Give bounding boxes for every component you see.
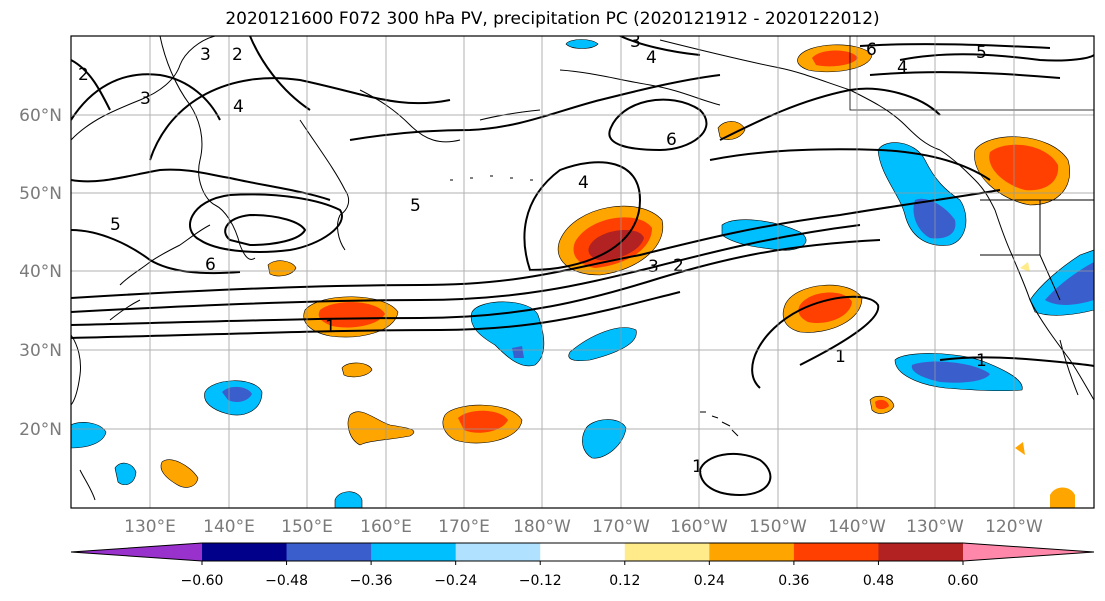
contour-label: 5: [976, 43, 987, 63]
lat-label: 60°N: [19, 106, 62, 126]
contour-labels: 1 1 1 1 2 3 3 4 4 4 4 5 5 5 6 6 6 3 3 2 …: [78, 32, 987, 477]
positive-anomaly: [1020, 262, 1030, 272]
negative-anomaly: [71, 422, 107, 449]
contour-label: 4: [646, 48, 657, 68]
positive-anomaly: [160, 459, 199, 488]
contour-label: 6: [866, 40, 877, 60]
colorbar-labels: −0.60 −0.48 −0.36 −0.24 −0.12 0.12 0.24 0.36 0.4…: [181, 561, 979, 589]
colorbar-tick-label: −0.24: [434, 573, 477, 589]
positive-anomaly: [267, 260, 297, 277]
latitude-labels: 60°N 50°N 40°N 30°N 20°N: [19, 106, 62, 440]
contour-label: 4: [897, 58, 908, 78]
colorbar-segment: [709, 543, 795, 561]
colorbar-segment: [286, 543, 372, 561]
lon-label: 140°E: [203, 517, 255, 537]
contour-label: 2: [673, 256, 684, 276]
coastlines: [71, 36, 1094, 501]
lon-label: 160°E: [360, 517, 412, 537]
positive-anomaly: [318, 302, 385, 328]
colorbar-tick-label: 0.60: [947, 573, 978, 589]
positive-anomaly: [341, 362, 373, 378]
contour-label: 3: [140, 89, 151, 109]
negative-anomaly: [565, 39, 599, 49]
colorbar-segment: [371, 543, 457, 561]
lon-label: 150°E: [281, 517, 333, 537]
contour-label: 3: [200, 45, 211, 65]
lon-label: 170°E: [438, 517, 490, 537]
colorbar-segment: [878, 543, 964, 561]
lon-label: 160°W: [670, 517, 728, 537]
lon-label: 170°W: [592, 517, 650, 537]
lon-label: 150°W: [749, 517, 807, 537]
colorbar-segment: [793, 543, 879, 561]
contour-label: 4: [233, 97, 244, 117]
colorbar-tick-label: 0.24: [694, 573, 725, 589]
negative-anomaly: [913, 198, 956, 239]
negative-anomaly: [911, 361, 990, 383]
colorbar-tick-label: −0.12: [519, 573, 562, 589]
colorbar-segment: [455, 543, 541, 561]
lat-label: 50°N: [19, 184, 62, 204]
positive-anomaly: [798, 292, 852, 324]
colorbar-segment: [540, 543, 626, 561]
colorbar-tick-label: −0.48: [265, 573, 308, 589]
contour-label: 6: [205, 255, 216, 275]
positive-anomaly: [1050, 487, 1075, 508]
colorbar-tick-label: 0.48: [863, 573, 894, 589]
positive-anomaly: [458, 410, 508, 433]
contour-label: 4: [578, 173, 589, 193]
negative-anomaly: [582, 419, 627, 459]
contour-label: 1: [692, 457, 703, 477]
contour-label: 5: [410, 196, 421, 216]
lon-label: 130°W: [906, 517, 964, 537]
contour-label: 1: [976, 351, 987, 371]
colorbar-tick-label: −0.60: [181, 573, 224, 589]
colorbar-extend-min: [71, 543, 202, 561]
positive-anomaly: [989, 144, 1059, 191]
contour-label: 2: [232, 45, 243, 65]
longitude-labels: 130°E 140°E 150°E 160°E 170°E 180°W 170°…: [124, 517, 1043, 537]
contour-label: 1: [835, 347, 846, 367]
contour-label: 3: [648, 257, 659, 277]
contour-label: 1: [325, 317, 336, 337]
colorbar-tick-label: 0.36: [778, 573, 809, 589]
colorbar-tick-label: 0.12: [609, 573, 640, 589]
positive-anomaly: [347, 411, 415, 446]
contour-label: 6: [666, 130, 677, 150]
positive-anomaly: [812, 50, 858, 67]
positive-anomaly: [1015, 442, 1025, 455]
colorbar-extend-max: [963, 543, 1094, 561]
colorbar-tick-label: −0.36: [350, 573, 393, 589]
lon-label: 180°W: [513, 517, 571, 537]
pv-contours: [71, 36, 1094, 497]
lon-label: 120°W: [985, 517, 1043, 537]
lat-label: 40°N: [19, 262, 62, 282]
positive-anomaly: [875, 399, 889, 410]
map-title: 2020121600 F072 300 hPa PV, precipitatio…: [225, 9, 880, 29]
lat-label: 30°N: [19, 341, 62, 361]
lat-label: 20°N: [19, 420, 62, 440]
negative-anomaly: [334, 491, 363, 508]
contour-label: 2: [78, 65, 89, 85]
negative-anomaly: [568, 327, 637, 362]
lon-label: 130°E: [124, 517, 176, 537]
negative-anomaly: [512, 346, 524, 358]
contour-label: 5: [110, 215, 121, 235]
colorbar: [70, 542, 1095, 562]
map-plot-area: 1 1 1 1 2 3 3 4 4 4 4 5 5 5 6 6 6 3 3 2 …: [71, 32, 1094, 508]
colorbar-segment: [624, 543, 710, 561]
negative-anomaly: [114, 462, 137, 485]
colorbar-segment: [202, 543, 288, 561]
contour-label: 3: [630, 32, 641, 52]
gridlines: [71, 36, 1094, 508]
lon-label: 140°W: [828, 517, 886, 537]
map-frame: [70, 35, 1095, 509]
negative-anomaly: [470, 301, 545, 367]
